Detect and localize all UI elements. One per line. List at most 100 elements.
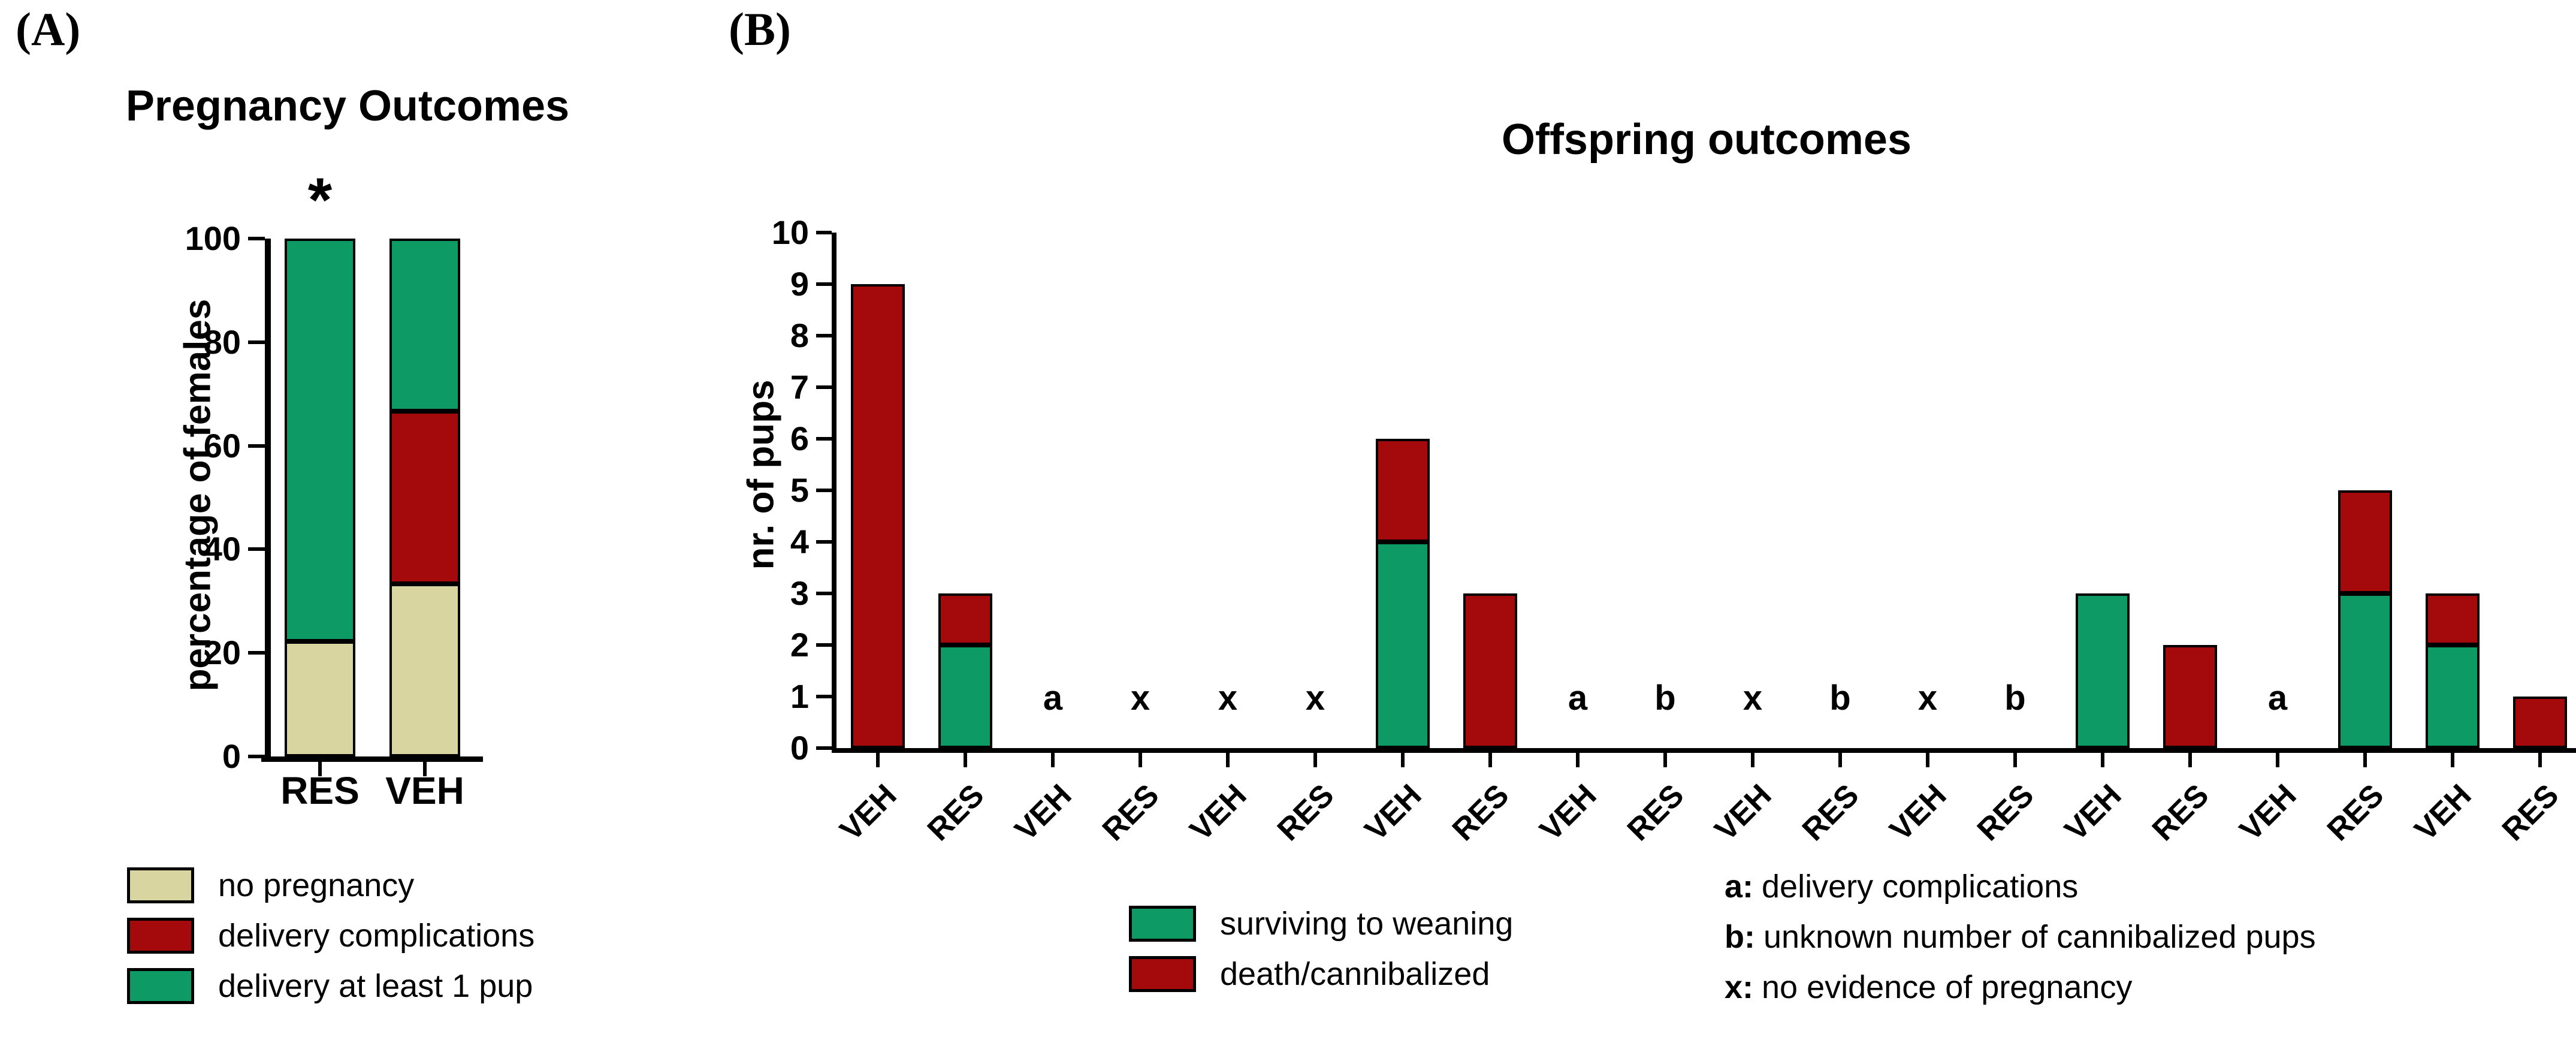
- x-tick: [318, 762, 322, 776]
- x-tick: [1488, 753, 1492, 767]
- green-bar-segment: [285, 239, 355, 642]
- x-category-label: RES: [1445, 777, 1516, 848]
- legend-item-surviving-to-weaning: surviving to weaning: [1129, 905, 1513, 942]
- bar-annotation-a: a: [1043, 679, 1063, 718]
- legend-item-delivery-complications: delivery complications: [127, 917, 534, 954]
- bar-annotation-x: x: [1305, 679, 1325, 718]
- x-tick: [2363, 753, 2367, 767]
- tan-bar-segment: [389, 584, 460, 756]
- red-bar-segment: [851, 284, 905, 748]
- x-category-label: RES: [920, 777, 991, 848]
- bar-annotation-x: x: [1130, 679, 1150, 718]
- x-tick: [1663, 753, 1667, 767]
- y-tick: [816, 592, 832, 595]
- no-pregnancy-swatch: [127, 867, 194, 903]
- y-tick: [248, 755, 265, 758]
- footnote-a-text: delivery complications: [1762, 869, 2079, 905]
- y-tick: [816, 334, 832, 337]
- legend-item-no-pregnancy: no pregnancy: [127, 867, 534, 904]
- y-axis-line: [832, 233, 836, 753]
- bar-annotation-x: x: [1743, 679, 1763, 718]
- y-tick: [248, 547, 265, 551]
- x-category-label: VEH: [2408, 777, 2478, 848]
- green-bar-segment: [2076, 593, 2130, 748]
- x-category-label: VEH: [833, 777, 904, 848]
- legend-item-death-cannibalized: death/cannibalized: [1129, 955, 1513, 993]
- x-tick: [876, 753, 880, 767]
- tan-bar-segment: [285, 641, 355, 756]
- red-bar-segment: [2513, 697, 2567, 748]
- panel-a-label: (A): [16, 3, 81, 55]
- green-bar-segment: [1376, 542, 1430, 748]
- y-tick: [816, 282, 832, 286]
- bar-annotation-a: a: [1568, 679, 1588, 718]
- footnote-b-text: unknown number of cannibalized pups: [1763, 919, 2316, 955]
- x-tick: [1226, 753, 1230, 767]
- x-tick: [1138, 753, 1142, 767]
- red-bar-segment: [2338, 490, 2392, 593]
- x-category-label: RES: [280, 769, 360, 812]
- footnote-key: a: delivery complications b: unknown numbe…: [1725, 868, 2316, 1019]
- x-category-label: VEH: [1008, 777, 1079, 848]
- x-category-label: RES: [1095, 777, 1166, 848]
- green-bar-segment: [2426, 645, 2480, 748]
- red-bar-segment: [2426, 593, 2480, 645]
- red-bar-segment: [2163, 645, 2217, 748]
- significance-star: *: [307, 165, 333, 235]
- x-category-label: VEH: [1883, 777, 1953, 848]
- y-tick: [816, 643, 832, 647]
- y-tick: [816, 437, 832, 441]
- y-tick: [816, 695, 832, 698]
- x-tick: [1576, 753, 1580, 767]
- y-tick-label: 0: [222, 737, 241, 775]
- y-tick-label: 5: [790, 471, 809, 509]
- panel-a-legend: no pregnancy delivery complications deli…: [127, 867, 534, 1018]
- footnote-x: x: no evidence of pregnancy: [1725, 969, 2316, 1006]
- y-tick: [248, 444, 265, 448]
- x-tick: [2188, 753, 2192, 767]
- red-bar-segment: [389, 411, 460, 584]
- legend-label: delivery complications: [218, 918, 535, 954]
- y-tick: [816, 746, 832, 750]
- green-bar-segment: [938, 645, 992, 748]
- y-tick-label: 1: [790, 677, 809, 715]
- y-tick-label: 0: [790, 729, 809, 767]
- y-tick-label: 9: [790, 265, 809, 303]
- x-tick: [2451, 753, 2454, 767]
- x-category-label: VEH: [385, 769, 464, 812]
- x-category-label: VEH: [2233, 777, 2303, 848]
- delivery-at-least-1-pup-swatch: [127, 968, 194, 1004]
- x-tick: [423, 762, 427, 776]
- x-category-label: RES: [1795, 777, 1866, 848]
- x-category-label: RES: [2495, 777, 2566, 848]
- y-tick: [816, 540, 832, 544]
- footnote-b-key: b:: [1725, 919, 1755, 955]
- bar-annotation-x: x: [1218, 679, 1238, 718]
- y-tick-label: 3: [790, 574, 809, 612]
- x-category-label: VEH: [1358, 777, 1429, 848]
- y-tick-label: 80: [203, 322, 241, 361]
- x-tick: [2276, 753, 2279, 767]
- x-category-label: RES: [1970, 777, 2041, 848]
- y-tick-label: 7: [790, 368, 809, 406]
- y-tick-label: 40: [203, 530, 241, 568]
- x-category-label: VEH: [2058, 777, 2128, 848]
- delivery-complications-swatch: [127, 918, 194, 954]
- panel-a-title: Pregnancy Outcomes: [125, 82, 570, 130]
- y-tick-label: 100: [185, 219, 241, 257]
- x-tick: [964, 753, 967, 767]
- x-category-label: RES: [1270, 777, 1341, 848]
- x-tick: [2101, 753, 2104, 767]
- y-tick-label: 20: [203, 634, 241, 672]
- legend-label: no pregnancy: [218, 867, 415, 903]
- y-tick-label: 4: [790, 523, 809, 560]
- bar-annotation-b: b: [2004, 679, 2026, 718]
- footnote-a: a: delivery complications: [1725, 868, 2316, 905]
- panel-b-legend: surviving to weaning death/cannibalized: [1129, 905, 1513, 1006]
- red-bar-segment: [938, 593, 992, 645]
- x-category-label: VEH: [1533, 777, 1603, 848]
- y-axis-line: [265, 239, 271, 762]
- y-tick-label: 2: [790, 626, 809, 664]
